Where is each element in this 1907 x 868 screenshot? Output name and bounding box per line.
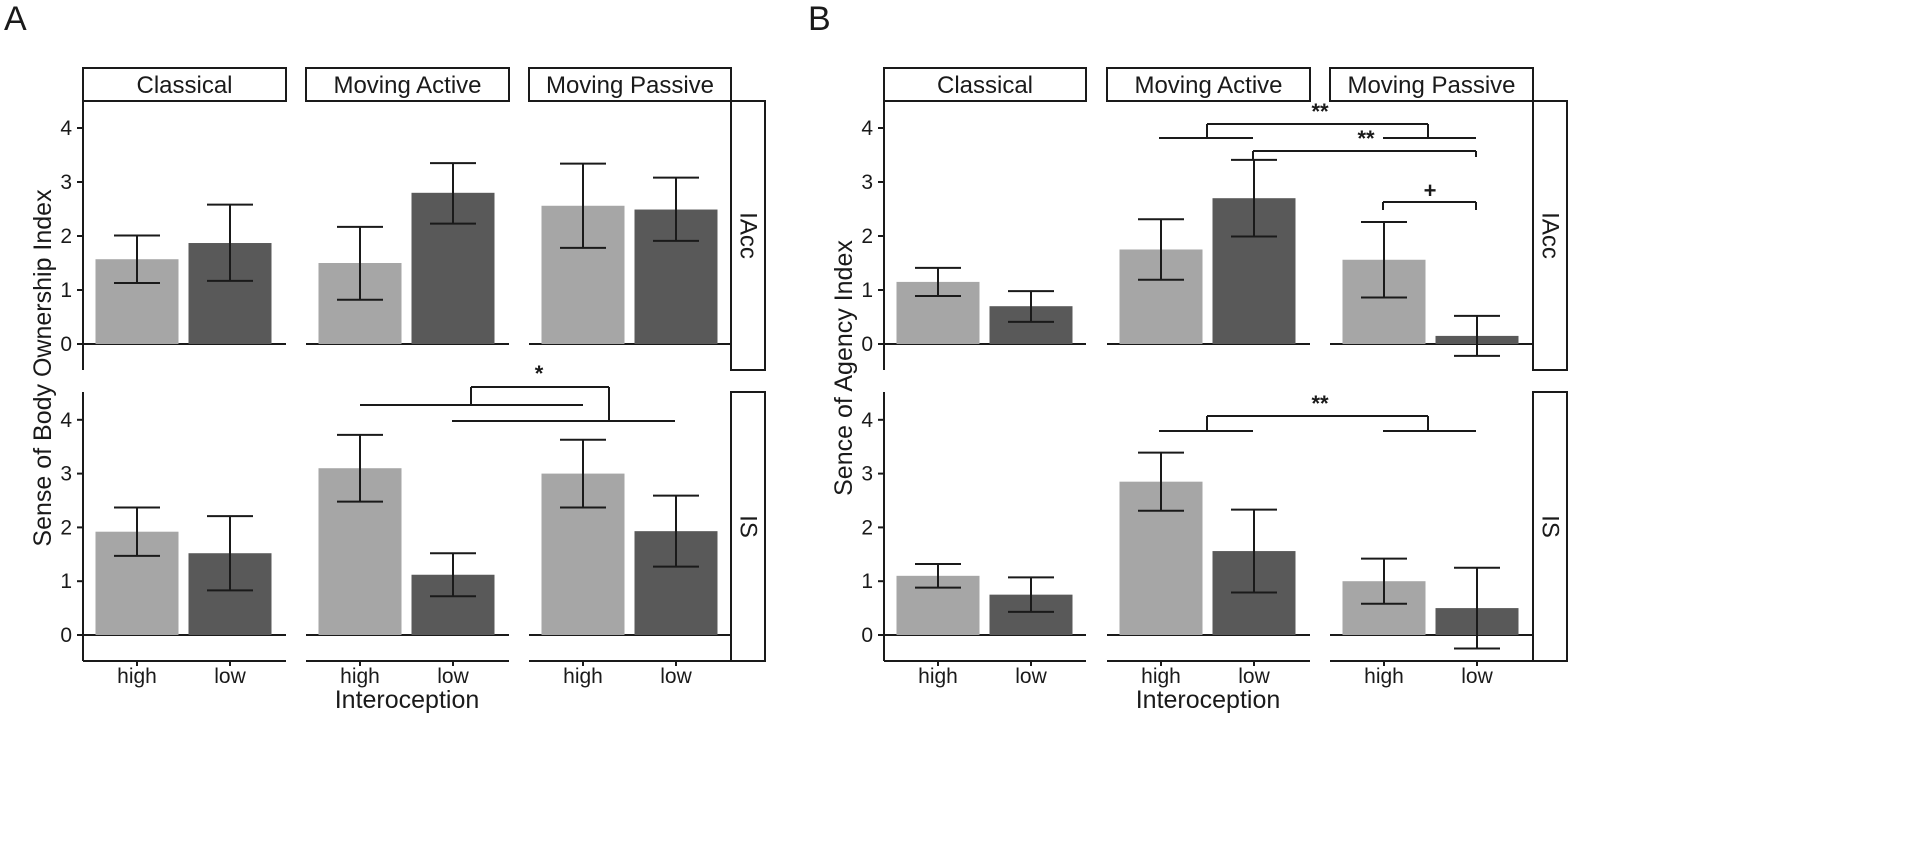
x-tick-label: high [918,665,958,688]
y-tick-label: 2 [861,516,873,539]
x-axis-title: Interoception [1136,686,1281,714]
y-tick-label: 3 [861,463,873,486]
x-tick-label: high [1141,665,1181,688]
figure-root: A Classical Moving Active Moving Passive 0 1 2… [4,0,1568,714]
y-tick-label: 3 [861,171,873,194]
x-tick-label: high [340,665,380,688]
significance-bracket: * [360,361,675,422]
y-tick-label: 1 [861,570,873,593]
significance-bracket: ** [1159,391,1476,432]
row-strip-label: IAcc [1537,212,1564,259]
panel-letter: A [4,0,27,38]
facet-strip-label: Classical [937,72,1033,99]
y-tick-label: 3 [60,463,72,486]
significance-label: ** [1311,99,1329,124]
y-tick-label: 0 [861,333,873,356]
facet-strip-label: Moving Passive [546,72,714,99]
y-tick-label: 0 [60,333,72,356]
facet-strip [528,67,732,102]
y-tick-label: 4 [60,117,72,140]
panel-B: B Classical Moving Active Moving Passive 0 1 2… [808,0,1568,714]
significance-label: ** [1357,126,1375,151]
y-tick-label: 4 [861,117,873,140]
facet-strip [305,67,510,102]
x-tick-label: low [660,665,692,688]
facet-strip-label: Classical [136,72,232,99]
facet-strip-label: Moving Active [1134,72,1282,99]
significance-bracket: ** [1159,99,1476,139]
y-tick-label: 2 [861,225,873,248]
y-tick-label: 4 [861,409,873,432]
panel-A: A Classical Moving Active Moving Passive 0 1 2… [4,0,766,714]
row-strip-label: IS [735,515,762,538]
row-strip-label: IS [1537,515,1564,538]
x-tick-label: low [1461,665,1493,688]
row-strip-label: IAcc [735,212,762,259]
facet-strip [1329,67,1534,102]
facet-strip [82,67,287,102]
facet-strip-label: Moving Active [333,72,481,99]
x-tick-label: high [563,665,603,688]
y-axis-title: Sense of Body Ownership Index [29,189,57,547]
panel-letter: B [808,0,831,38]
x-axis-title: Interoception [335,686,480,714]
y-tick-label: 3 [60,171,72,194]
significance-label: + [1424,178,1437,203]
x-tick-label: high [117,665,157,688]
y-tick-label: 2 [60,225,72,248]
y-tick-label: 0 [861,624,873,647]
y-tick-label: 0 [60,624,72,647]
x-tick-label: low [1015,665,1047,688]
row-strip [730,391,766,662]
y-tick-label: 4 [60,409,72,432]
significance-label: ** [1311,391,1329,416]
row-strip [730,100,766,371]
facet-strip [1106,67,1311,102]
row-strip [1532,100,1568,371]
facet-strip [883,67,1087,102]
x-tick-label: high [1364,665,1404,688]
x-tick-label: low [437,665,469,688]
x-tick-label: low [1238,665,1270,688]
x-tick-label: low [214,665,246,688]
significance-bracket: + [1382,178,1477,210]
y-axis-title: Sence of Agency Index [830,240,858,496]
facet-strip-label: Moving Passive [1347,72,1515,99]
y-tick-label: 2 [60,516,72,539]
row-strip [1532,391,1568,662]
significance-label: * [535,361,544,386]
significance-bracket: ** [1252,126,1477,159]
y-tick-label: 1 [60,279,72,302]
y-tick-label: 1 [861,279,873,302]
y-tick-label: 1 [60,570,72,593]
